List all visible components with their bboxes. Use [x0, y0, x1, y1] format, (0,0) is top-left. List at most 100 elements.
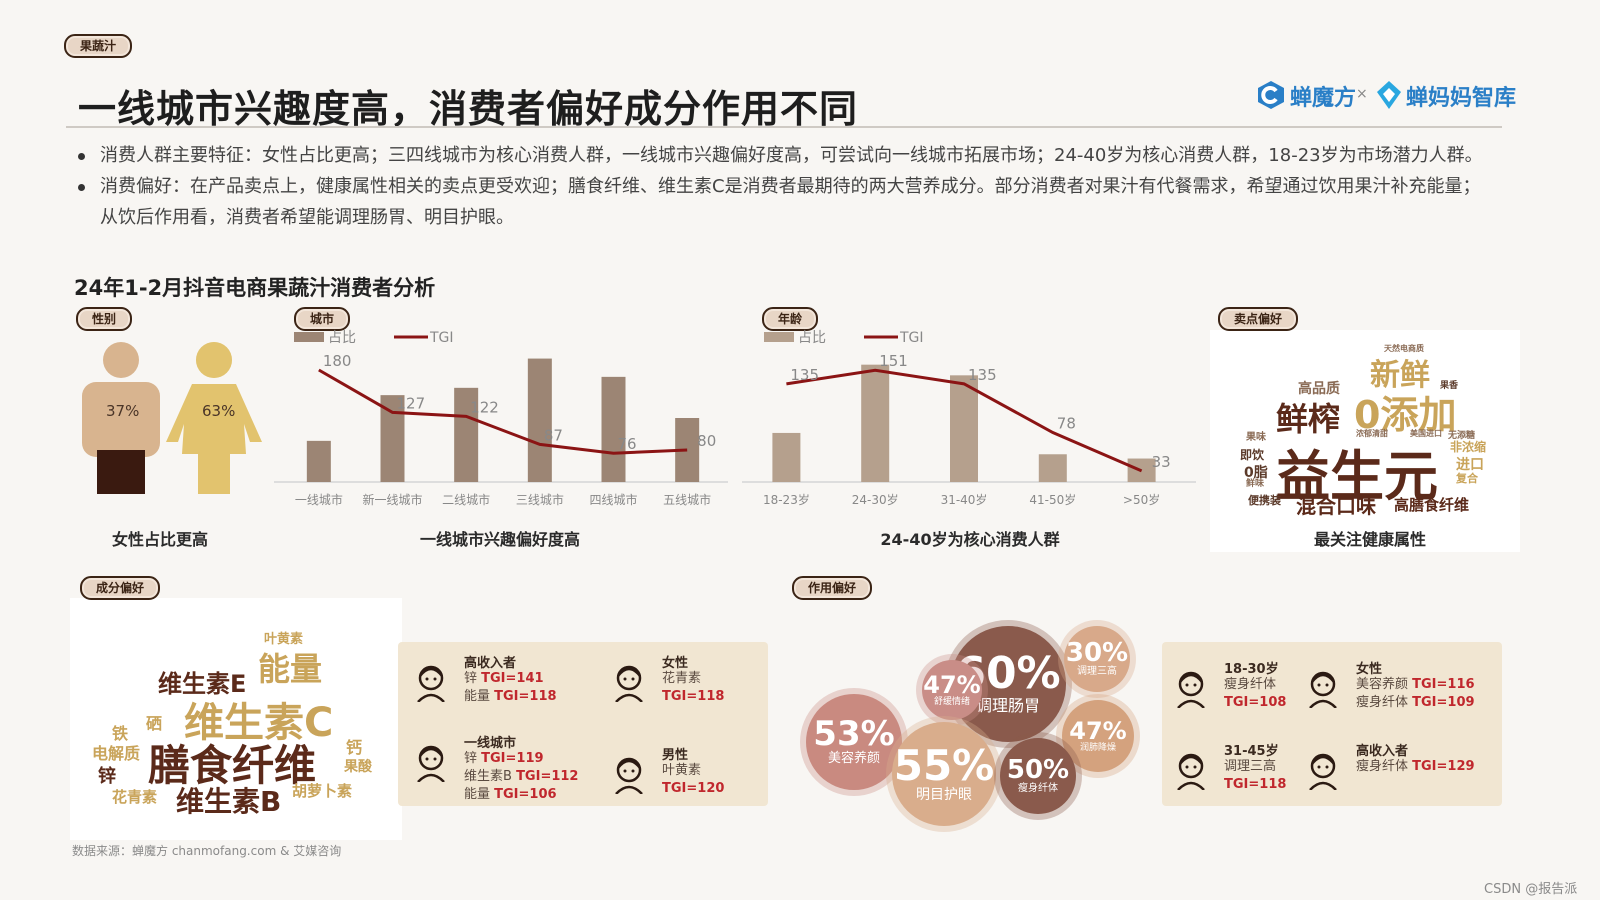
group-line: 锌 TGI=141: [464, 670, 557, 688]
tgi-line: [318, 368, 688, 455]
ingredient-tag: 成分偏好: [80, 576, 161, 600]
group-title: 女性: [1356, 662, 1383, 677]
word-cloud-term: 浓郁清甜: [1356, 429, 1388, 438]
word-cloud-term: 铁: [112, 724, 129, 743]
tick-label: 31-40岁: [941, 492, 988, 507]
group-title: 高收入者: [464, 656, 517, 671]
tgi-label: 180: [323, 352, 352, 370]
effect-bubble: 53% 美容养颜: [806, 694, 902, 790]
section-title: 24年1-2月抖音电商果蔬汁消费者分析: [74, 276, 436, 300]
word-cloud-term: 膳食纤维: [148, 741, 317, 790]
word-cloud-term: 益生元: [1276, 445, 1438, 508]
group-line: TGI=120: [662, 780, 724, 798]
tick-label: 三线城市: [516, 492, 564, 507]
gender-figures: [82, 342, 262, 494]
gender-tag-label: 性别: [92, 312, 117, 326]
word-cloud-term: 锌: [98, 766, 116, 787]
word-cloud-term: 进口: [1456, 457, 1484, 473]
tick-label: 一线城市: [295, 492, 343, 507]
group-lines: 锌 TGI=141 能量 TGI=118: [464, 670, 557, 706]
group-title: 31-45岁: [1224, 744, 1279, 759]
tick-label: 五线城市: [663, 492, 711, 507]
effect-bubble: 55% 明目护眼: [892, 722, 996, 826]
curly-hair-woman-icon: [414, 742, 448, 783]
word-cloud-term: 鲜味: [1246, 479, 1265, 489]
group-line-label: 能量: [464, 689, 495, 704]
word-cloud-term: 果香: [1440, 381, 1459, 391]
group-line-tgi: TGI=118: [1224, 777, 1287, 792]
group-line-label: 锌: [464, 751, 482, 766]
word-cloud-term: 胡萝卜素: [292, 782, 353, 800]
selling-caption: 最关注健康属性: [1313, 530, 1426, 549]
male-figure-icon: [82, 342, 160, 494]
word-cloud-term: 天然电商质: [1384, 344, 1424, 353]
tgi-label: 135: [968, 366, 997, 384]
city-chart: 占比 TGI 一线城市 新一线城市 二线城市 三线城市 四线城市 五线城市 180 127 122 8…: [274, 330, 728, 507]
bar-31-40岁: [950, 375, 978, 482]
legend-share-label: 占比: [328, 330, 356, 346]
group-line: TGI=118: [1224, 776, 1286, 794]
word-cloud-term: 混合口味: [1296, 494, 1376, 518]
word-cloud-term: 叶黄素: [264, 632, 304, 647]
woman-rich-icon: [414, 662, 448, 703]
title-divider: [66, 126, 1502, 128]
bubble-label: 调理肠胃: [975, 696, 1040, 716]
ingredient-tag-label: 成分偏好: [96, 581, 145, 595]
word-cloud-term: 无添糖: [1448, 431, 1476, 441]
age-caption: 24-40岁为核心消费人群: [880, 530, 1060, 549]
word-cloud-term: 维生素C: [184, 700, 334, 746]
bubble-percentage: 55%: [893, 740, 995, 790]
group-line-label: 瘦身纤体: [1224, 677, 1277, 692]
page-title: 一线城市兴趣度高，消费者偏好成分作用不同: [78, 87, 859, 131]
word-cloud-term: 钙: [346, 738, 363, 757]
effect-bubble: 47% 润肺降燥: [1062, 700, 1134, 772]
bubble-label: 调理三高: [1077, 666, 1117, 677]
word-cloud-term: 高品质: [1298, 381, 1340, 397]
group-lines: 瘦身纤体 TGI=108: [1224, 676, 1286, 712]
group-lines: 叶黄素 TGI=120: [662, 762, 724, 798]
selling-panel: [1210, 330, 1520, 552]
effect-bubble: 30% 调理三高: [1064, 626, 1130, 692]
data-source: 数据来源：蝉魔方 chanmofang.com & 艾媒咨询: [72, 844, 342, 858]
group-line: 能量 TGI=106: [464, 786, 578, 804]
group-lines: 美容养颜 TGI=116 瘦身纤体 TGI=109: [1356, 676, 1475, 712]
group-line-tgi: TGI=109: [1412, 695, 1475, 710]
female-percentage: 63%: [202, 402, 236, 420]
bubble-percentage: 50%: [1006, 755, 1070, 785]
group-line-tgi: TGI=118: [662, 689, 725, 704]
bubble-label: 美容养颜: [827, 751, 880, 767]
gender-caption: 女性占比更高: [111, 530, 208, 549]
group-line: 维生素B TGI=112: [464, 768, 578, 786]
tgi-label: 80: [697, 432, 716, 450]
age-tag-label: 年龄: [778, 312, 803, 326]
group-line: 叶黄素: [662, 762, 724, 780]
bubble-label: 润肺降燥: [1079, 742, 1116, 753]
group-line: 调理三高: [1224, 758, 1286, 776]
bar-二线城市: [454, 387, 479, 482]
group-line: 美容养颜 TGI=116: [1356, 676, 1475, 694]
group-line: 能量 TGI=118: [464, 688, 557, 706]
girl-icon: [1174, 668, 1208, 709]
group-line-label: 叶黄素: [662, 763, 702, 778]
word-cloud-term: 花青素: [112, 788, 158, 806]
legend-share-swatch: [764, 332, 794, 342]
male-percentage: 37%: [106, 402, 140, 420]
word-cloud-term: 维生素E: [158, 670, 247, 698]
selling-tag: 卖点偏好: [1218, 307, 1299, 331]
word-cloud-term: 维生素B: [176, 785, 282, 818]
curly-hair-woman-icon: [1174, 750, 1208, 791]
word-cloud-term: 0脂: [1244, 465, 1268, 481]
word-cloud-term: 电解质: [92, 744, 141, 763]
legend-tgi-label: TGI: [429, 330, 454, 346]
woman-icon: [612, 662, 646, 703]
city-tag-label: 城市: [310, 312, 335, 326]
group-line: 瘦身纤体 TGI=109: [1356, 694, 1475, 712]
effect-bubble: 47% 舒缓情绪: [922, 660, 982, 720]
group-line-tgi: TGI=129: [1412, 759, 1475, 774]
bubble-percentage: 30%: [1065, 638, 1129, 668]
group-line-label: 花青素: [662, 671, 702, 686]
brand-separator: ×: [1356, 86, 1368, 102]
tick-label: 24-30岁: [852, 492, 899, 507]
age-tag: 年龄: [762, 307, 819, 331]
bar-一线城市: [306, 440, 331, 482]
